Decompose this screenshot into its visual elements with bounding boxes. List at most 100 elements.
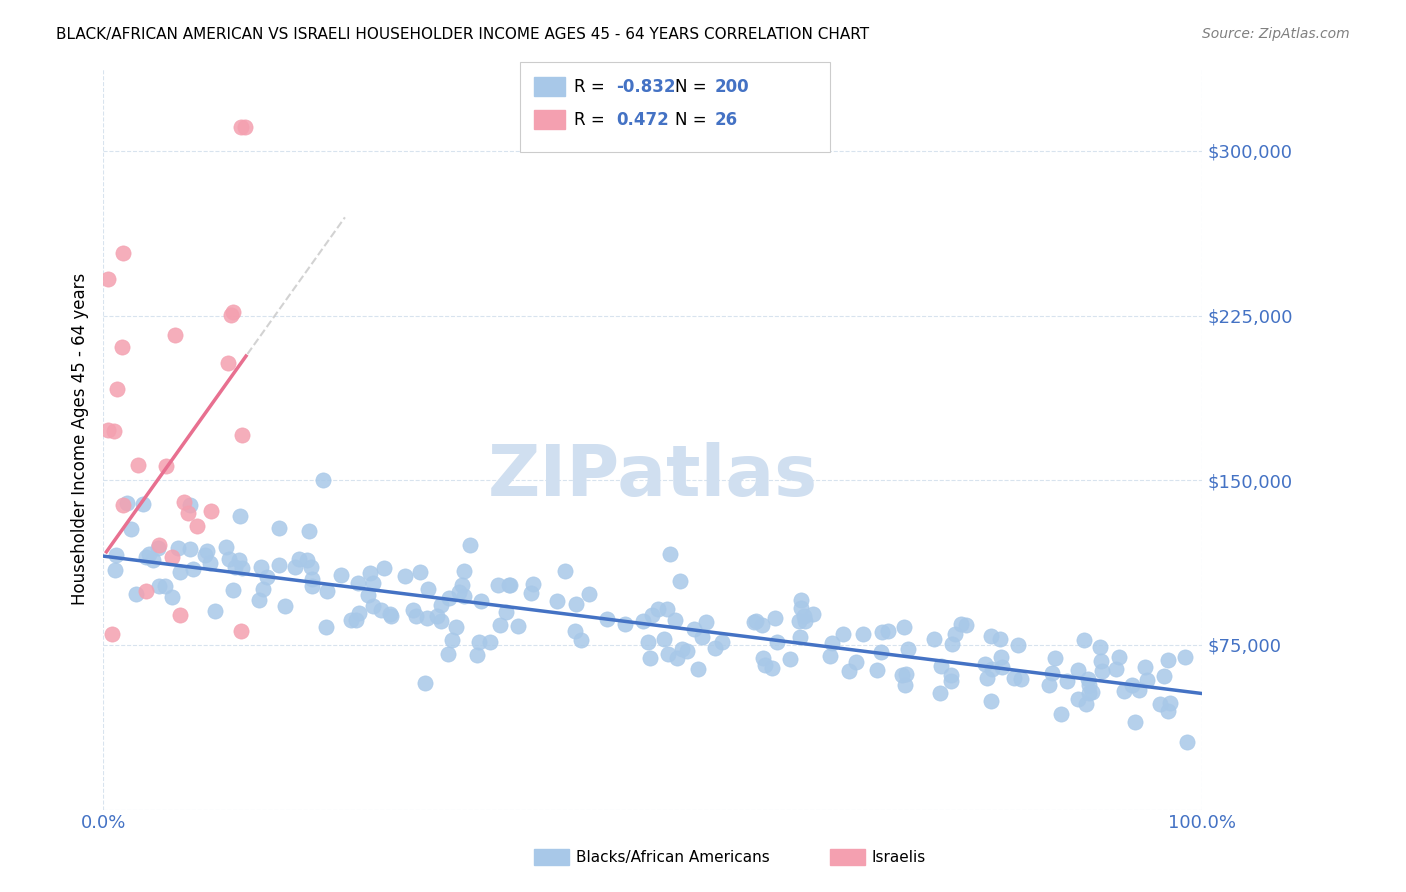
Point: [357, 588, 380, 602]
Point: [346, 575, 368, 590]
Point: [955, 618, 977, 632]
Point: [564, 624, 586, 639]
Point: [845, 655, 868, 669]
Point: [988, 632, 1011, 646]
Point: [779, 652, 801, 666]
Point: [148, 579, 170, 593]
Point: [489, 618, 512, 632]
Point: [441, 633, 464, 648]
Point: [578, 587, 600, 601]
Point: [789, 592, 811, 607]
Point: [169, 565, 191, 579]
Point: [763, 611, 786, 625]
Point: [1153, 669, 1175, 683]
Point: [252, 582, 274, 596]
Point: [633, 614, 655, 628]
Point: [340, 613, 363, 627]
Text: ZIPatlas: ZIPatlas: [488, 442, 818, 510]
Point: [409, 565, 432, 579]
Point: [142, 553, 165, 567]
Point: [127, 458, 149, 472]
Text: R =: R =: [574, 78, 610, 95]
Point: [135, 584, 157, 599]
Point: [267, 558, 290, 573]
Point: [866, 663, 889, 677]
Point: [231, 427, 253, 442]
Point: [204, 604, 226, 618]
Point: [894, 678, 917, 692]
Point: [664, 613, 686, 627]
Point: [894, 667, 917, 681]
Point: [506, 619, 529, 633]
Text: N =: N =: [675, 78, 711, 95]
Point: [486, 578, 509, 592]
Point: [876, 624, 898, 638]
Point: [229, 624, 252, 638]
Text: 200: 200: [714, 78, 749, 95]
Point: [893, 620, 915, 634]
Point: [991, 659, 1014, 673]
Point: [146, 541, 169, 555]
Point: [315, 620, 337, 634]
Point: [520, 586, 543, 600]
Point: [1043, 650, 1066, 665]
Point: [554, 564, 576, 578]
Point: [179, 541, 201, 556]
Point: [890, 668, 912, 682]
Point: [194, 548, 217, 562]
Point: [499, 578, 522, 592]
Point: [976, 672, 998, 686]
Point: [148, 538, 170, 552]
Point: [690, 630, 713, 644]
Point: [1136, 673, 1159, 688]
Point: [794, 614, 817, 628]
Point: [284, 560, 307, 574]
Point: [177, 506, 200, 520]
Point: [928, 686, 950, 700]
Point: [111, 341, 134, 355]
Point: [1081, 685, 1104, 699]
Point: [299, 560, 322, 574]
Point: [974, 657, 997, 672]
Point: [165, 327, 187, 342]
Point: [949, 616, 972, 631]
Point: [104, 563, 127, 577]
Point: [870, 645, 893, 659]
Point: [458, 537, 481, 551]
Point: [686, 662, 709, 676]
Point: [683, 623, 706, 637]
Point: [315, 584, 337, 599]
Point: [870, 625, 893, 640]
Point: [125, 587, 148, 601]
Point: [229, 120, 252, 135]
Point: [135, 549, 157, 564]
Point: [818, 648, 841, 663]
Point: [103, 424, 125, 438]
Point: [522, 577, 544, 591]
Point: [1135, 660, 1157, 674]
Point: [416, 611, 439, 625]
Point: [1128, 682, 1150, 697]
Point: [1067, 692, 1090, 706]
Text: R =: R =: [574, 111, 610, 128]
Text: 0.472: 0.472: [616, 111, 669, 128]
Text: -0.832: -0.832: [616, 78, 675, 95]
Point: [101, 627, 124, 641]
Point: [704, 640, 727, 655]
Point: [115, 496, 138, 510]
Point: [405, 608, 427, 623]
Point: [228, 552, 250, 566]
Point: [641, 608, 664, 623]
Point: [453, 564, 475, 578]
Point: [745, 614, 768, 628]
Point: [413, 676, 436, 690]
Point: [637, 634, 659, 648]
Point: [153, 579, 176, 593]
Point: [939, 668, 962, 682]
Point: [370, 603, 392, 617]
Point: [437, 591, 460, 605]
Point: [852, 627, 875, 641]
Point: [267, 521, 290, 535]
Point: [1077, 678, 1099, 692]
Point: [1091, 664, 1114, 678]
